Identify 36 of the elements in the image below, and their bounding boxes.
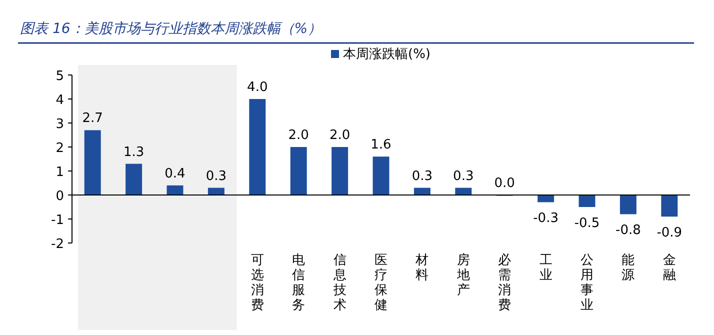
data-label: 1.6 bbox=[370, 138, 392, 153]
y-tick-label: -1 bbox=[51, 213, 64, 228]
y-tick-label: 0 bbox=[56, 189, 64, 204]
x-tick-label: 医疗保健 bbox=[374, 253, 388, 313]
data-label: 2.7 bbox=[82, 111, 103, 126]
data-label: -0.9 bbox=[656, 226, 682, 241]
y-tick-label: -2 bbox=[51, 237, 64, 252]
data-label: 0.3 bbox=[412, 168, 433, 184]
data-label: 0.3 bbox=[206, 168, 227, 184]
data-label: -0.8 bbox=[616, 223, 641, 238]
legend-label: 本周涨跌幅(%) bbox=[343, 47, 430, 62]
x-tick-label: 电信服务 bbox=[292, 253, 306, 313]
data-label: 0.0 bbox=[494, 176, 515, 191]
chart-title: 图表 16：美股市场与行业指数本周涨跌幅（%） bbox=[20, 21, 322, 37]
data-label: -0.3 bbox=[533, 211, 558, 226]
x-tick-label: 工业 bbox=[539, 253, 552, 283]
y-tick-label: 4 bbox=[56, 93, 64, 108]
x-tick-label: 可选消费 bbox=[250, 253, 264, 313]
data-label: 2.0 bbox=[329, 128, 350, 143]
data-label: 0.3 bbox=[453, 168, 474, 184]
x-tick-label: 材料 bbox=[414, 253, 429, 283]
x-tick-label: 房地产 bbox=[456, 252, 470, 298]
data-label: 0.4 bbox=[164, 166, 186, 182]
x-tick-label: 必需消费 bbox=[498, 253, 512, 313]
x-tick-label: 金融 bbox=[662, 253, 676, 283]
y-tick-label: 3 bbox=[56, 117, 64, 132]
data-label: 4.0 bbox=[247, 80, 268, 95]
x-tick-label: 能源 bbox=[622, 253, 635, 283]
y-tick-label: 1 bbox=[56, 165, 64, 180]
x-tick-label: 公用事业 bbox=[580, 253, 594, 313]
data-label: -0.5 bbox=[574, 216, 600, 231]
x-tick-label: 信息技术 bbox=[332, 253, 346, 313]
data-label: 2.0 bbox=[288, 128, 309, 143]
y-tick-label: 5 bbox=[56, 69, 64, 84]
data-label: 1.3 bbox=[123, 144, 144, 160]
y-tick-label: 2 bbox=[56, 141, 64, 156]
